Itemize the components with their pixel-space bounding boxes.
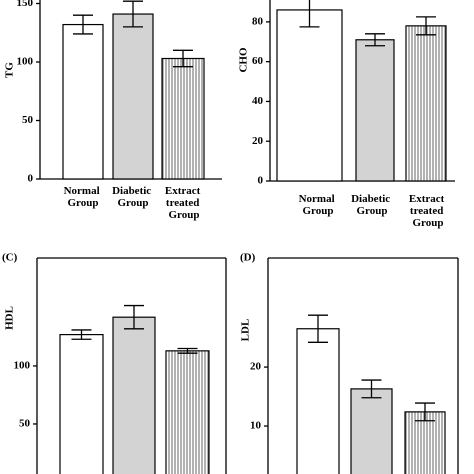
x-tick-label: Diabetic Group — [112, 185, 154, 209]
y-tick-label: 40 — [252, 95, 264, 107]
panel-label: (D) — [240, 252, 256, 264]
bar — [405, 25, 447, 182]
bar — [350, 388, 393, 474]
error-bar — [73, 14, 93, 35]
error-bar — [299, 0, 320, 28]
bar — [59, 334, 104, 474]
error-bar — [123, 0, 143, 28]
label-line: Normal — [64, 185, 103, 197]
y-tick-label: 100 — [17, 56, 34, 68]
label-line: Diabetic — [351, 193, 393, 205]
y-tick-label: 50 — [19, 418, 31, 430]
label-line: Group — [413, 217, 444, 229]
bar — [112, 13, 154, 180]
label-line: Diabetic — [112, 185, 154, 197]
panel-label: (C) — [2, 252, 18, 264]
y-tick-label: 20 — [252, 135, 264, 147]
error-bar — [416, 16, 436, 36]
label-line: treated — [410, 205, 446, 217]
error-bar — [177, 347, 198, 354]
bar — [404, 411, 446, 474]
error-bar — [124, 304, 144, 330]
bar — [276, 9, 343, 182]
label-line: Group — [68, 197, 99, 209]
x-tick-label: Normal Group — [64, 185, 103, 209]
x-tick-label: Extract treated Group — [409, 193, 447, 229]
y-tick-label: 10 — [250, 420, 262, 432]
bar — [62, 23, 104, 180]
label-line: Extract — [165, 185, 203, 197]
y-tick-label: 50 — [22, 114, 34, 126]
label-line: Extract — [409, 193, 447, 205]
y-tick-label: 20 — [250, 361, 262, 373]
error-bar — [365, 33, 385, 47]
label-line: Group — [169, 209, 200, 221]
y-tick-label: 0 — [28, 173, 34, 185]
label-line: Group — [357, 205, 388, 217]
label-line: Normal — [299, 193, 338, 205]
error-bar — [415, 402, 435, 422]
bar — [355, 39, 395, 182]
x-tick-label: Diabetic Group — [351, 193, 393, 217]
y-tick-label: 60 — [252, 55, 264, 67]
y-axis-label: LDL — [240, 319, 252, 342]
error-bar — [71, 329, 92, 340]
bar — [296, 328, 340, 474]
x-tick-label: Extract treated Group — [165, 185, 203, 221]
bar — [161, 57, 205, 180]
label-line: Group — [303, 205, 334, 217]
y-tick-label: 150 — [17, 0, 34, 9]
label-line: treated — [166, 197, 202, 209]
y-tick-label: 80 — [252, 15, 264, 27]
y-axis-label: TG — [4, 62, 16, 78]
error-bar — [308, 314, 328, 343]
x-tick-label: Normal Group — [299, 193, 338, 217]
y-tick-label: 0 — [258, 175, 264, 187]
bar — [165, 350, 210, 474]
error-bar — [173, 49, 193, 68]
bar — [112, 316, 156, 474]
y-axis-label: HDL — [4, 306, 16, 330]
error-bar — [361, 379, 382, 399]
label-line: Group — [118, 197, 149, 209]
y-axis-label: CHO — [238, 47, 250, 73]
y-tick-label: 100 — [14, 359, 31, 371]
